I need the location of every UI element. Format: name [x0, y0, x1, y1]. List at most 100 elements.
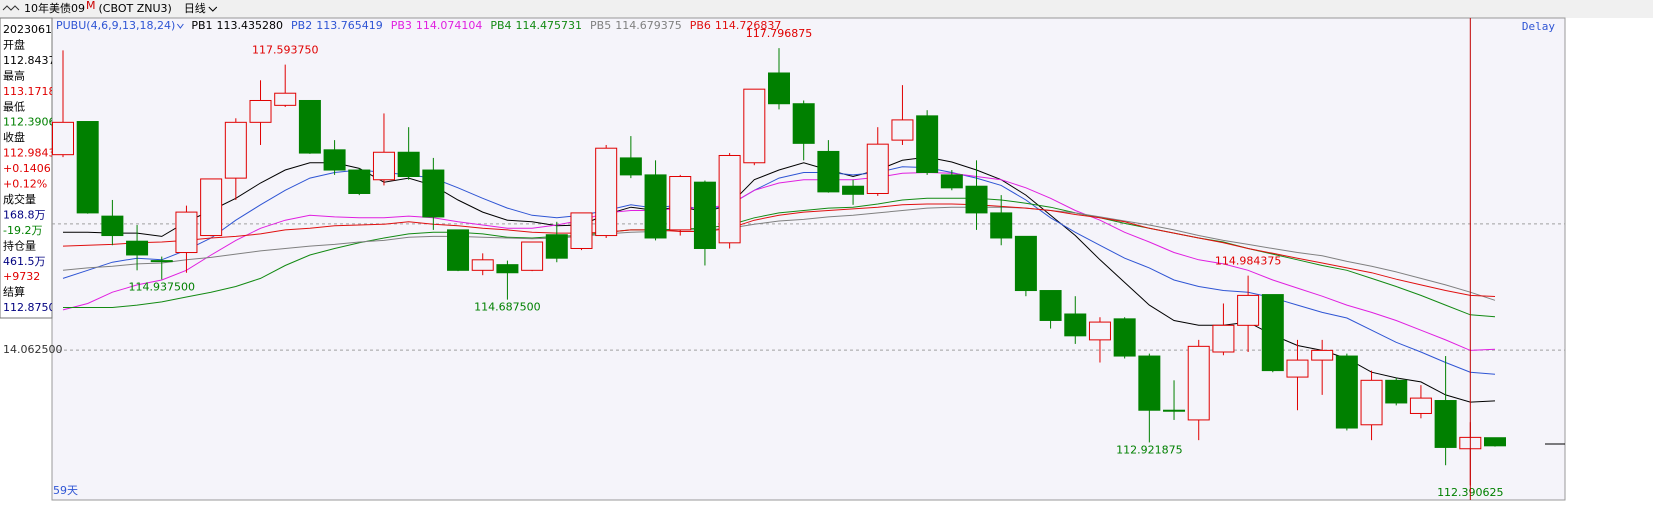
legend-value: 113.765419 [316, 19, 382, 32]
indicator-name[interactable]: PUBU(4,6,9,13,18,24) [56, 19, 175, 32]
candle-body [940, 174, 963, 189]
toolbar [0, 0, 1653, 18]
instrument-name: 10年美债09 [24, 1, 85, 15]
candle-body [1187, 345, 1210, 421]
candle-body [1113, 318, 1136, 357]
candle-body [990, 212, 1013, 239]
info-value: 成交量 [3, 192, 36, 206]
ma-line [62, 203, 1496, 297]
candle-body [693, 181, 716, 249]
legend-name: PB3 [391, 19, 412, 32]
legend-name: PB2 [291, 19, 312, 32]
candle-body [669, 176, 692, 231]
candle-body [348, 169, 371, 194]
legend-value: 114.074104 [416, 19, 482, 32]
low-label: 114.687500 [474, 301, 540, 314]
candle-body [891, 119, 914, 141]
chart-icon [2, 5, 20, 11]
candle-body [595, 147, 618, 237]
candle-body [1484, 437, 1506, 447]
candle-body [1335, 355, 1358, 429]
candle-body [447, 229, 470, 271]
info-value: 持仓量 [3, 238, 36, 252]
info-value: 20230614 [3, 23, 59, 36]
plot-area [51, 17, 1566, 501]
candle-body [397, 151, 420, 178]
candle-body [471, 259, 494, 271]
candle-body [1163, 409, 1186, 412]
candle-body [52, 121, 74, 156]
status: Delay [1522, 20, 1555, 33]
candle-body [422, 169, 445, 218]
y-tick-label: 14.062500 [3, 343, 63, 356]
legend-value: 113.435280 [217, 19, 283, 32]
legend-name: PB4 [490, 19, 511, 32]
candle-body [200, 178, 223, 237]
candle-body [916, 115, 939, 173]
legend-value: 114.679375 [615, 19, 681, 32]
candle-body [743, 88, 766, 164]
info-value: 收盘 [3, 130, 25, 144]
candle-body [298, 99, 321, 154]
info-value: 461.5万 [3, 255, 46, 268]
candle-body [619, 157, 642, 176]
info-value: 112.8750 [3, 301, 56, 314]
candle-body [1039, 290, 1062, 321]
candle-body [817, 150, 840, 193]
candle-body [1237, 294, 1260, 326]
high-label: 117.593750 [252, 44, 318, 57]
info-value: 最高 [3, 68, 25, 82]
legend-name: PB6 [690, 19, 711, 32]
info-value: +9732 [3, 270, 40, 283]
candle-body [768, 72, 790, 105]
info-value: -19.2万 [3, 224, 42, 237]
candle-body [1064, 313, 1087, 337]
candle-body [101, 215, 124, 237]
info-value: 113.1718 [3, 85, 56, 98]
candle-body [1088, 321, 1111, 341]
candle-body [1014, 235, 1037, 292]
candle-body [1409, 397, 1432, 414]
ma-line [63, 156, 1496, 403]
candle-body [1286, 359, 1309, 378]
legend-value: 114.475731 [516, 19, 582, 32]
instrument-symbol: (CBOT ZNU3) [99, 2, 172, 15]
candle-body [570, 212, 593, 249]
candle-body [1311, 349, 1334, 361]
candle-body [76, 121, 99, 214]
candle-body [175, 211, 198, 254]
candle-body [1138, 355, 1161, 411]
period-selector[interactable]: 日线 [184, 1, 206, 15]
ma-line [62, 206, 1496, 301]
candle-body [1385, 379, 1408, 404]
candle-body [372, 151, 395, 181]
indicator-arrow [176, 23, 184, 29]
low-label: 112.921875 [1116, 443, 1182, 456]
legend-value: 114.726837 [715, 19, 781, 32]
candle-body [126, 240, 149, 256]
info-value: 结算 [3, 285, 25, 299]
info-value: 112.9843 [3, 147, 56, 160]
ma-line [62, 171, 1496, 351]
legend-name: PB1 [191, 19, 212, 32]
bar-count: 59天 [53, 484, 78, 497]
candle-body [1212, 324, 1235, 353]
instrument-flag: M [86, 0, 96, 12]
candle-body [545, 234, 568, 259]
candle-body [842, 185, 865, 195]
legend-name: PB5 [590, 19, 611, 32]
info-value: +0.1406 [3, 162, 51, 175]
info-value: +0.12% [3, 178, 47, 191]
candle-body [1360, 379, 1383, 426]
candle-body [718, 154, 741, 244]
candle-body [323, 149, 346, 171]
candle-body [792, 103, 815, 144]
ma-line [62, 166, 1496, 375]
candle-body [1434, 400, 1457, 448]
candle-body [866, 143, 889, 194]
candle-body [644, 174, 667, 239]
candle-body [496, 264, 519, 274]
candle-body [521, 241, 544, 271]
candle-body [965, 185, 988, 214]
